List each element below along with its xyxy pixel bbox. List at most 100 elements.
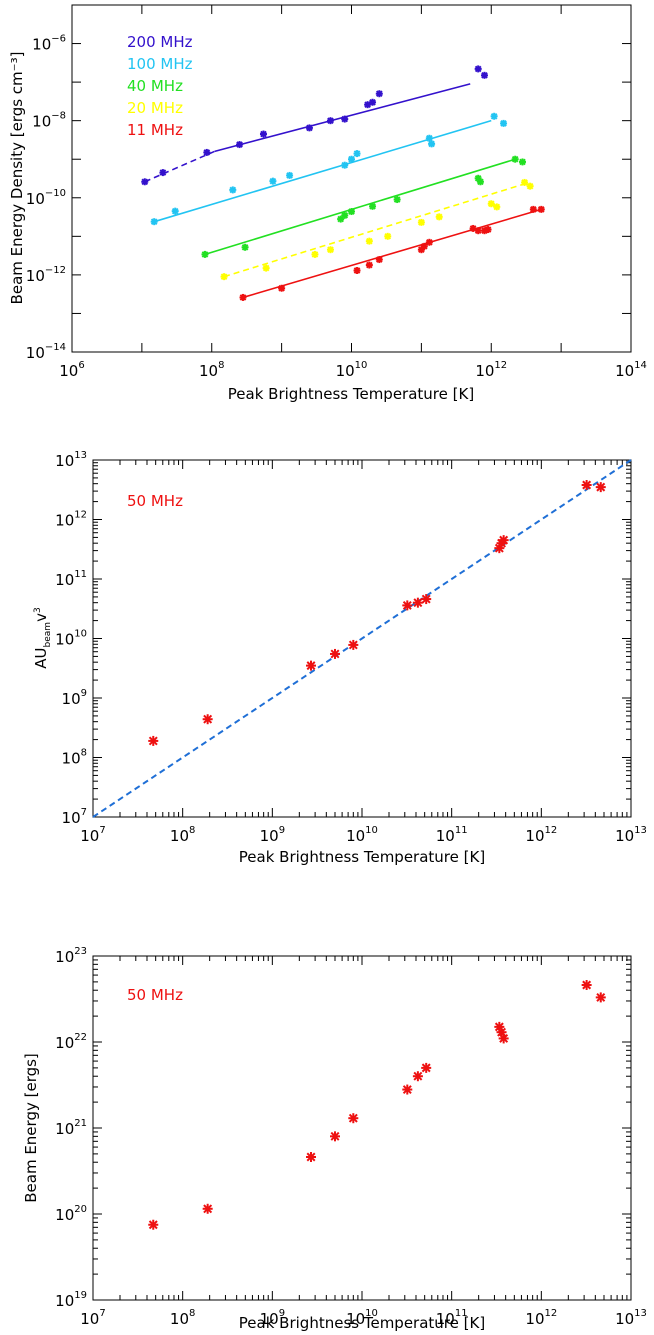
data-point <box>311 250 319 258</box>
data-point <box>203 148 211 156</box>
y-tick-label: 1020 <box>55 1204 87 1224</box>
y-tick-labels: 10−14 10−12 10−10 10−8 10−6 <box>26 34 66 362</box>
data-point <box>148 1219 159 1230</box>
data-point <box>286 171 294 179</box>
x-axis-label: Peak Brightness Temperature [K] <box>239 848 485 866</box>
data-point <box>500 119 508 127</box>
data-point <box>480 71 488 79</box>
y-tick-label: 109 <box>62 688 87 708</box>
x-tick-label: 108 <box>170 1308 195 1328</box>
data-point <box>239 293 247 301</box>
data-point <box>484 226 492 234</box>
data-point <box>241 243 249 251</box>
fit-lines <box>144 83 542 299</box>
fit-line <box>204 158 516 256</box>
data-point <box>330 648 341 659</box>
fit-line-segment <box>144 150 215 183</box>
data-point <box>521 178 529 186</box>
y-tick-label: 10−10 <box>26 188 66 208</box>
fit-lines <box>92 459 632 818</box>
data-point <box>421 594 432 605</box>
data-point <box>595 482 606 493</box>
data-point <box>435 213 443 221</box>
axis-ticks <box>92 459 632 818</box>
data-point <box>581 980 592 991</box>
x-axis-label: Peak Brightness Temperature [K] <box>239 1314 485 1332</box>
axis-ticks <box>92 955 632 1301</box>
data-point <box>526 182 534 190</box>
data-point <box>159 169 167 177</box>
data-point <box>348 155 355 163</box>
data-point <box>476 178 484 186</box>
data-point <box>412 597 423 608</box>
legend-entry: 20 MHz <box>127 99 183 117</box>
data-point <box>384 232 392 240</box>
data-point <box>229 186 237 194</box>
data-point <box>306 1152 317 1163</box>
data-point <box>365 261 373 269</box>
data-point <box>326 246 334 254</box>
data-point <box>498 535 509 546</box>
frequency-annotation: 50 MHz <box>127 492 183 510</box>
data-point <box>353 266 361 274</box>
y-tick-label: 1010 <box>55 629 87 649</box>
data-point <box>353 150 361 158</box>
data-point <box>369 202 377 210</box>
legend-entry: 11 MHz <box>127 121 183 139</box>
data-point <box>341 115 349 123</box>
axis-ticks <box>71 4 632 353</box>
y-tick-label: 1012 <box>55 510 87 530</box>
data-points <box>148 980 606 1230</box>
y-tick-label: 108 <box>62 748 87 768</box>
x-tick-label: 1010 <box>346 825 378 845</box>
data-point <box>171 207 179 215</box>
x-tick-label: 1013 <box>615 1308 647 1328</box>
legend: 200 MHz 100 MHz 40 MHz 20 MHz 11 MHz <box>127 33 193 139</box>
data-point <box>581 480 592 491</box>
data-point <box>365 237 373 245</box>
x-tick-label: 106 <box>59 360 84 380</box>
data-point <box>402 1084 413 1095</box>
x-tick-label: 1011 <box>436 825 468 845</box>
data-point <box>487 200 495 208</box>
data-point <box>341 211 349 219</box>
x-tick-label: 1011 <box>436 1308 468 1328</box>
data-point <box>348 1113 359 1124</box>
data-point <box>330 1131 341 1142</box>
x-tick-label: 109 <box>260 825 285 845</box>
data-point <box>474 65 482 73</box>
frequency-annotation: 50 MHz <box>127 986 183 1004</box>
data-point <box>417 218 425 226</box>
y-tick-label: 10−6 <box>32 34 66 54</box>
y-tick-label: 1019 <box>55 1290 87 1310</box>
data-point <box>393 196 401 204</box>
data-point <box>595 992 606 1003</box>
data-points <box>148 480 606 746</box>
data-point <box>269 177 277 185</box>
data-point <box>236 141 244 149</box>
data-point <box>201 250 209 258</box>
data-point <box>474 227 482 235</box>
data-point <box>537 205 545 213</box>
y-tick-label: 1021 <box>55 1118 87 1138</box>
y-axis-label: AUbeamv3 <box>32 607 53 668</box>
x-tick-label: 108 <box>170 825 195 845</box>
data-point <box>305 124 313 132</box>
data-points <box>141 65 545 301</box>
data-point <box>529 205 537 213</box>
x-tick-label: 107 <box>80 1308 105 1328</box>
y-tick-label: 10−12 <box>26 265 66 285</box>
data-point <box>375 256 383 264</box>
data-point <box>369 98 377 106</box>
y-tick-label: 1023 <box>55 946 87 966</box>
data-point <box>306 660 317 671</box>
data-point <box>421 1062 432 1073</box>
data-point <box>348 208 355 216</box>
x-tick-label: 109 <box>260 1308 285 1328</box>
data-point <box>511 155 519 163</box>
data-point <box>278 284 286 292</box>
y-tick-labels: 107 108 109 1010 1011 1012 1013 <box>55 450 87 827</box>
data-point <box>262 264 270 272</box>
equality-line <box>92 459 632 818</box>
data-point <box>341 161 349 169</box>
